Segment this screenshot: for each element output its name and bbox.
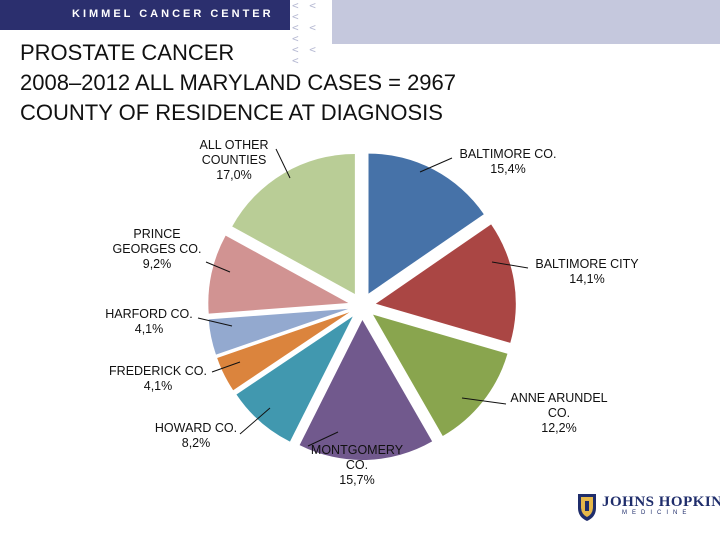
leader-line	[307, 431, 339, 447]
pie-slice	[232, 153, 355, 294]
slide-title: PROSTATE CANCER 2008–2012 ALL MARYLAND C…	[20, 38, 456, 128]
slice-label: ALL OTHER COUNTIES 17,0%	[199, 138, 268, 182]
slice-label: BALTIMORE CITY 14,1%	[535, 257, 639, 286]
slice-label: FREDERICK CO. 4,1%	[109, 364, 207, 393]
chevron-row: < < <	[292, 43, 318, 67]
leader-line	[461, 397, 507, 405]
pie-slice	[373, 314, 508, 437]
header-accent-band	[332, 0, 720, 44]
title-line: PROSTATE CANCER	[20, 40, 235, 65]
leader-line	[211, 361, 241, 373]
slice-label: BALTIMORE CO. 15,4%	[459, 147, 556, 176]
shield-icon	[578, 494, 596, 521]
brand-name: KIMMEL CANCER CENTER	[72, 8, 274, 20]
chevron-row: < < <	[292, 21, 318, 45]
title-line: COUNTY OF RESIDENCE AT DIAGNOSIS	[20, 100, 443, 125]
slice-label: ANNE ARUNDEL CO. 12,2%	[510, 391, 607, 435]
brand-band: KIMMEL CANCER CENTER	[0, 0, 290, 30]
leader-line	[275, 148, 291, 179]
leader-line	[239, 407, 271, 435]
header-bar: KIMMEL CANCER CENTER < < < < < < < < <	[0, 0, 720, 66]
leader-line	[205, 261, 231, 273]
pie-slice	[375, 224, 516, 343]
slice-label: HOWARD CO. 8,2%	[155, 421, 237, 450]
pie-slice	[208, 308, 349, 355]
chevron-row: < < <	[292, 0, 318, 23]
pie-slice	[299, 319, 433, 460]
chevron-decoration: < < < < < < < < <	[292, 0, 332, 66]
leader-line	[197, 317, 233, 327]
pie-slice	[368, 153, 484, 294]
slice-label: HARFORD CO. 4,1%	[105, 307, 193, 336]
slice-label: MONTGOMERY CO. 15,7%	[311, 443, 404, 487]
title-line: 2008–2012 ALL MARYLAND CASES = 2967	[20, 70, 457, 95]
leader-line	[419, 157, 453, 173]
pie-slice	[208, 235, 349, 314]
logo-name: JOHNS HOPKINS	[602, 494, 720, 510]
slice-label: PRINCE GEORGES CO. 9,2%	[113, 227, 202, 271]
logo-subtitle: MEDICINE	[622, 510, 692, 516]
leader-line	[491, 261, 529, 269]
pie-slice	[217, 312, 350, 391]
pie-slice	[236, 316, 353, 442]
